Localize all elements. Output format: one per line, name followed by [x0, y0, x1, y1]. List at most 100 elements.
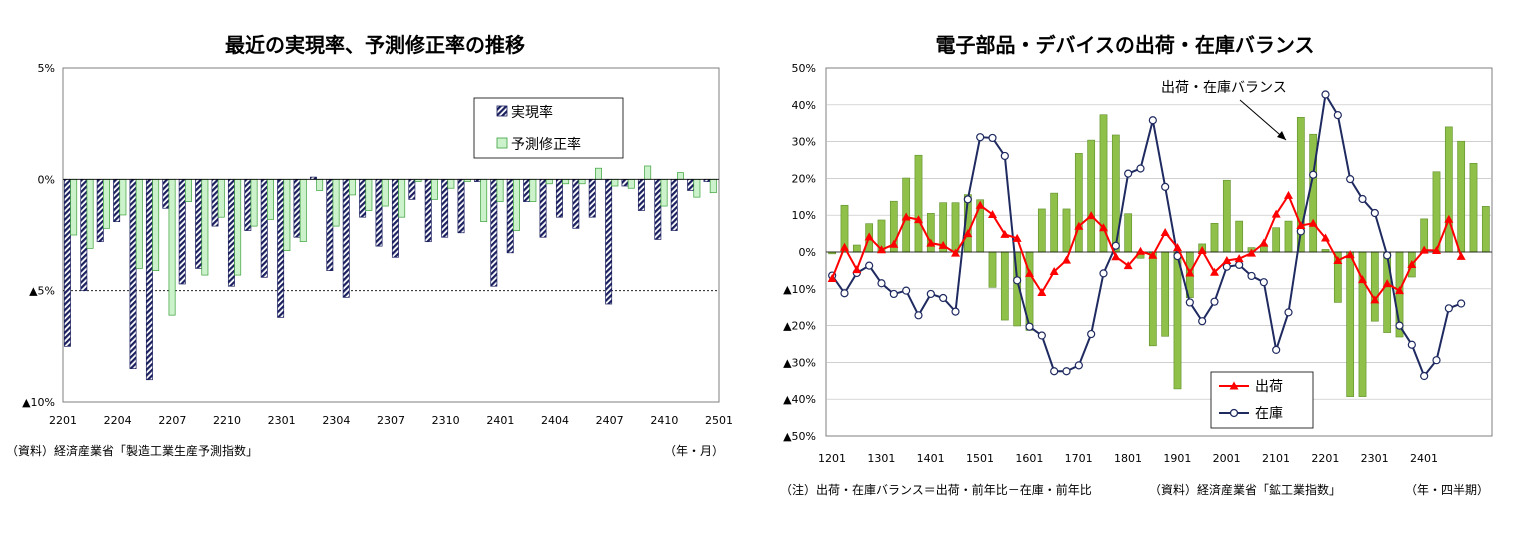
shipment-point [1407, 260, 1417, 269]
shipment-point [975, 200, 985, 209]
bar-realization [211, 178, 219, 227]
shipment-line [831, 193, 1463, 302]
bar-realization [539, 178, 547, 238]
bar-balance [1444, 126, 1453, 253]
bar-forecast-revision [644, 165, 652, 180]
legend-box-right [1210, 371, 1314, 429]
bar-balance [1000, 251, 1009, 321]
shipment-point [1432, 246, 1441, 255]
shipment-point [1185, 268, 1195, 277]
shipment-point [1456, 251, 1466, 260]
inventory-point [1284, 308, 1293, 317]
inventory-point [1272, 345, 1281, 354]
shipment-point [1000, 229, 1010, 238]
bar-forecast-revision [578, 178, 586, 185]
inventory-point [1358, 194, 1367, 204]
bar-forecast-revision [709, 178, 717, 194]
bar-realization [408, 178, 416, 200]
bar-realization [129, 178, 137, 369]
shipment-point [1345, 250, 1355, 259]
bar-realization [260, 178, 268, 278]
bar-realization [490, 178, 498, 287]
bar-forecast-revision [332, 178, 340, 227]
x-tick-label: 2501 [705, 414, 733, 427]
x-tick-label: 2201 [49, 414, 77, 427]
bar-forecast-revision [283, 178, 291, 251]
x-tick-label: 2401 [1410, 452, 1438, 465]
bar-balance [1161, 251, 1170, 337]
x-tick-label: 2307 [377, 414, 405, 427]
right-chart-footnote: （注）出荷・在庫バランス＝出荷・前年比－在庫・前年比 [780, 482, 1092, 497]
bar-balance [914, 154, 923, 253]
shipment-point [1099, 223, 1108, 232]
bar-balance [1062, 208, 1071, 253]
shipment-point [1197, 246, 1207, 255]
shipment-point [1370, 295, 1380, 304]
left-chart-legend: 実現率 予測修正率 [473, 97, 624, 159]
inventory-point [1013, 276, 1022, 285]
shipment-point [914, 215, 923, 224]
bar-forecast-revision [316, 178, 324, 191]
bar-forecast-revision [398, 178, 406, 218]
shipment-point [1123, 261, 1133, 270]
annotation-arrow-line [1239, 99, 1287, 141]
inventory-point [1025, 322, 1034, 331]
bar-realization [457, 178, 465, 234]
bar-realization [244, 178, 252, 231]
y-tick-label: 10% [792, 209, 816, 222]
y-tick-label: 40% [792, 99, 816, 112]
inventory-point [1395, 321, 1404, 330]
bar-forecast-revision [545, 178, 553, 185]
bar-realization [227, 178, 235, 287]
inventory-point [988, 133, 997, 143]
shipment-point [1210, 267, 1219, 276]
bar-balance [1432, 171, 1441, 253]
shipment-point [1173, 243, 1182, 252]
inventory-point [1087, 329, 1096, 339]
x-tick-label: 1501 [966, 452, 994, 465]
inventory-point [1124, 169, 1133, 178]
shipment-point [951, 248, 960, 257]
bar-realization [342, 178, 350, 298]
x-tick-label: 2001 [1213, 452, 1241, 465]
shipment-point [1444, 214, 1454, 223]
y-tick-label: 20% [792, 172, 816, 185]
bar-forecast-revision [102, 178, 110, 229]
shipment-point [1419, 245, 1429, 254]
y-tick-label: 5% [38, 62, 55, 75]
bar-balance [1284, 220, 1293, 253]
inventory-point [1407, 340, 1416, 349]
inventory-point [1222, 262, 1231, 271]
bar-balance [1235, 220, 1244, 253]
bar-forecast-revision [299, 178, 307, 243]
legend-swatch-realization [496, 105, 508, 117]
inventory-point [1309, 170, 1318, 179]
x-tick-label: 2410 [650, 414, 678, 427]
bar-realization [63, 178, 71, 347]
right-chart-unit-note: （年・四半期） [1405, 483, 1489, 497]
left-chart-title: 最近の実現率、予測修正率の推移 [225, 33, 525, 57]
bar-forecast-revision [168, 178, 176, 316]
bar-balance [1481, 206, 1490, 253]
left-chart: 最近の実現率、予測修正率の推移 5% 0% ▲5% ▲10% 2201 2204 2207… [6, 33, 733, 458]
bar-realization [80, 178, 88, 292]
shipment-point [1037, 287, 1047, 296]
inventory-point [1444, 304, 1453, 313]
shipment-point [1086, 211, 1096, 220]
shipment-point [1284, 190, 1293, 199]
inventory-point [1420, 371, 1429, 381]
bar-balance [1210, 222, 1219, 253]
shipment-point [1247, 248, 1256, 257]
inventory-point [1235, 260, 1244, 269]
shipment-point [889, 239, 899, 248]
y-tick-label: ▲40% [783, 393, 816, 406]
bar-realization [277, 178, 285, 318]
legend-label-shipment: 出荷 [1255, 379, 1283, 395]
left-chart-x-ticks: 2201 2204 2207 2210 2301 2304 2307 2310 2401 2404… [49, 414, 733, 427]
bar-realization [178, 178, 186, 285]
annotation-label: 出荷・在庫バランス [1161, 79, 1287, 96]
bar-balance [951, 202, 960, 253]
inventory-point [976, 133, 985, 142]
y-tick-label: 50% [792, 62, 816, 75]
bar-forecast-revision [86, 178, 94, 249]
